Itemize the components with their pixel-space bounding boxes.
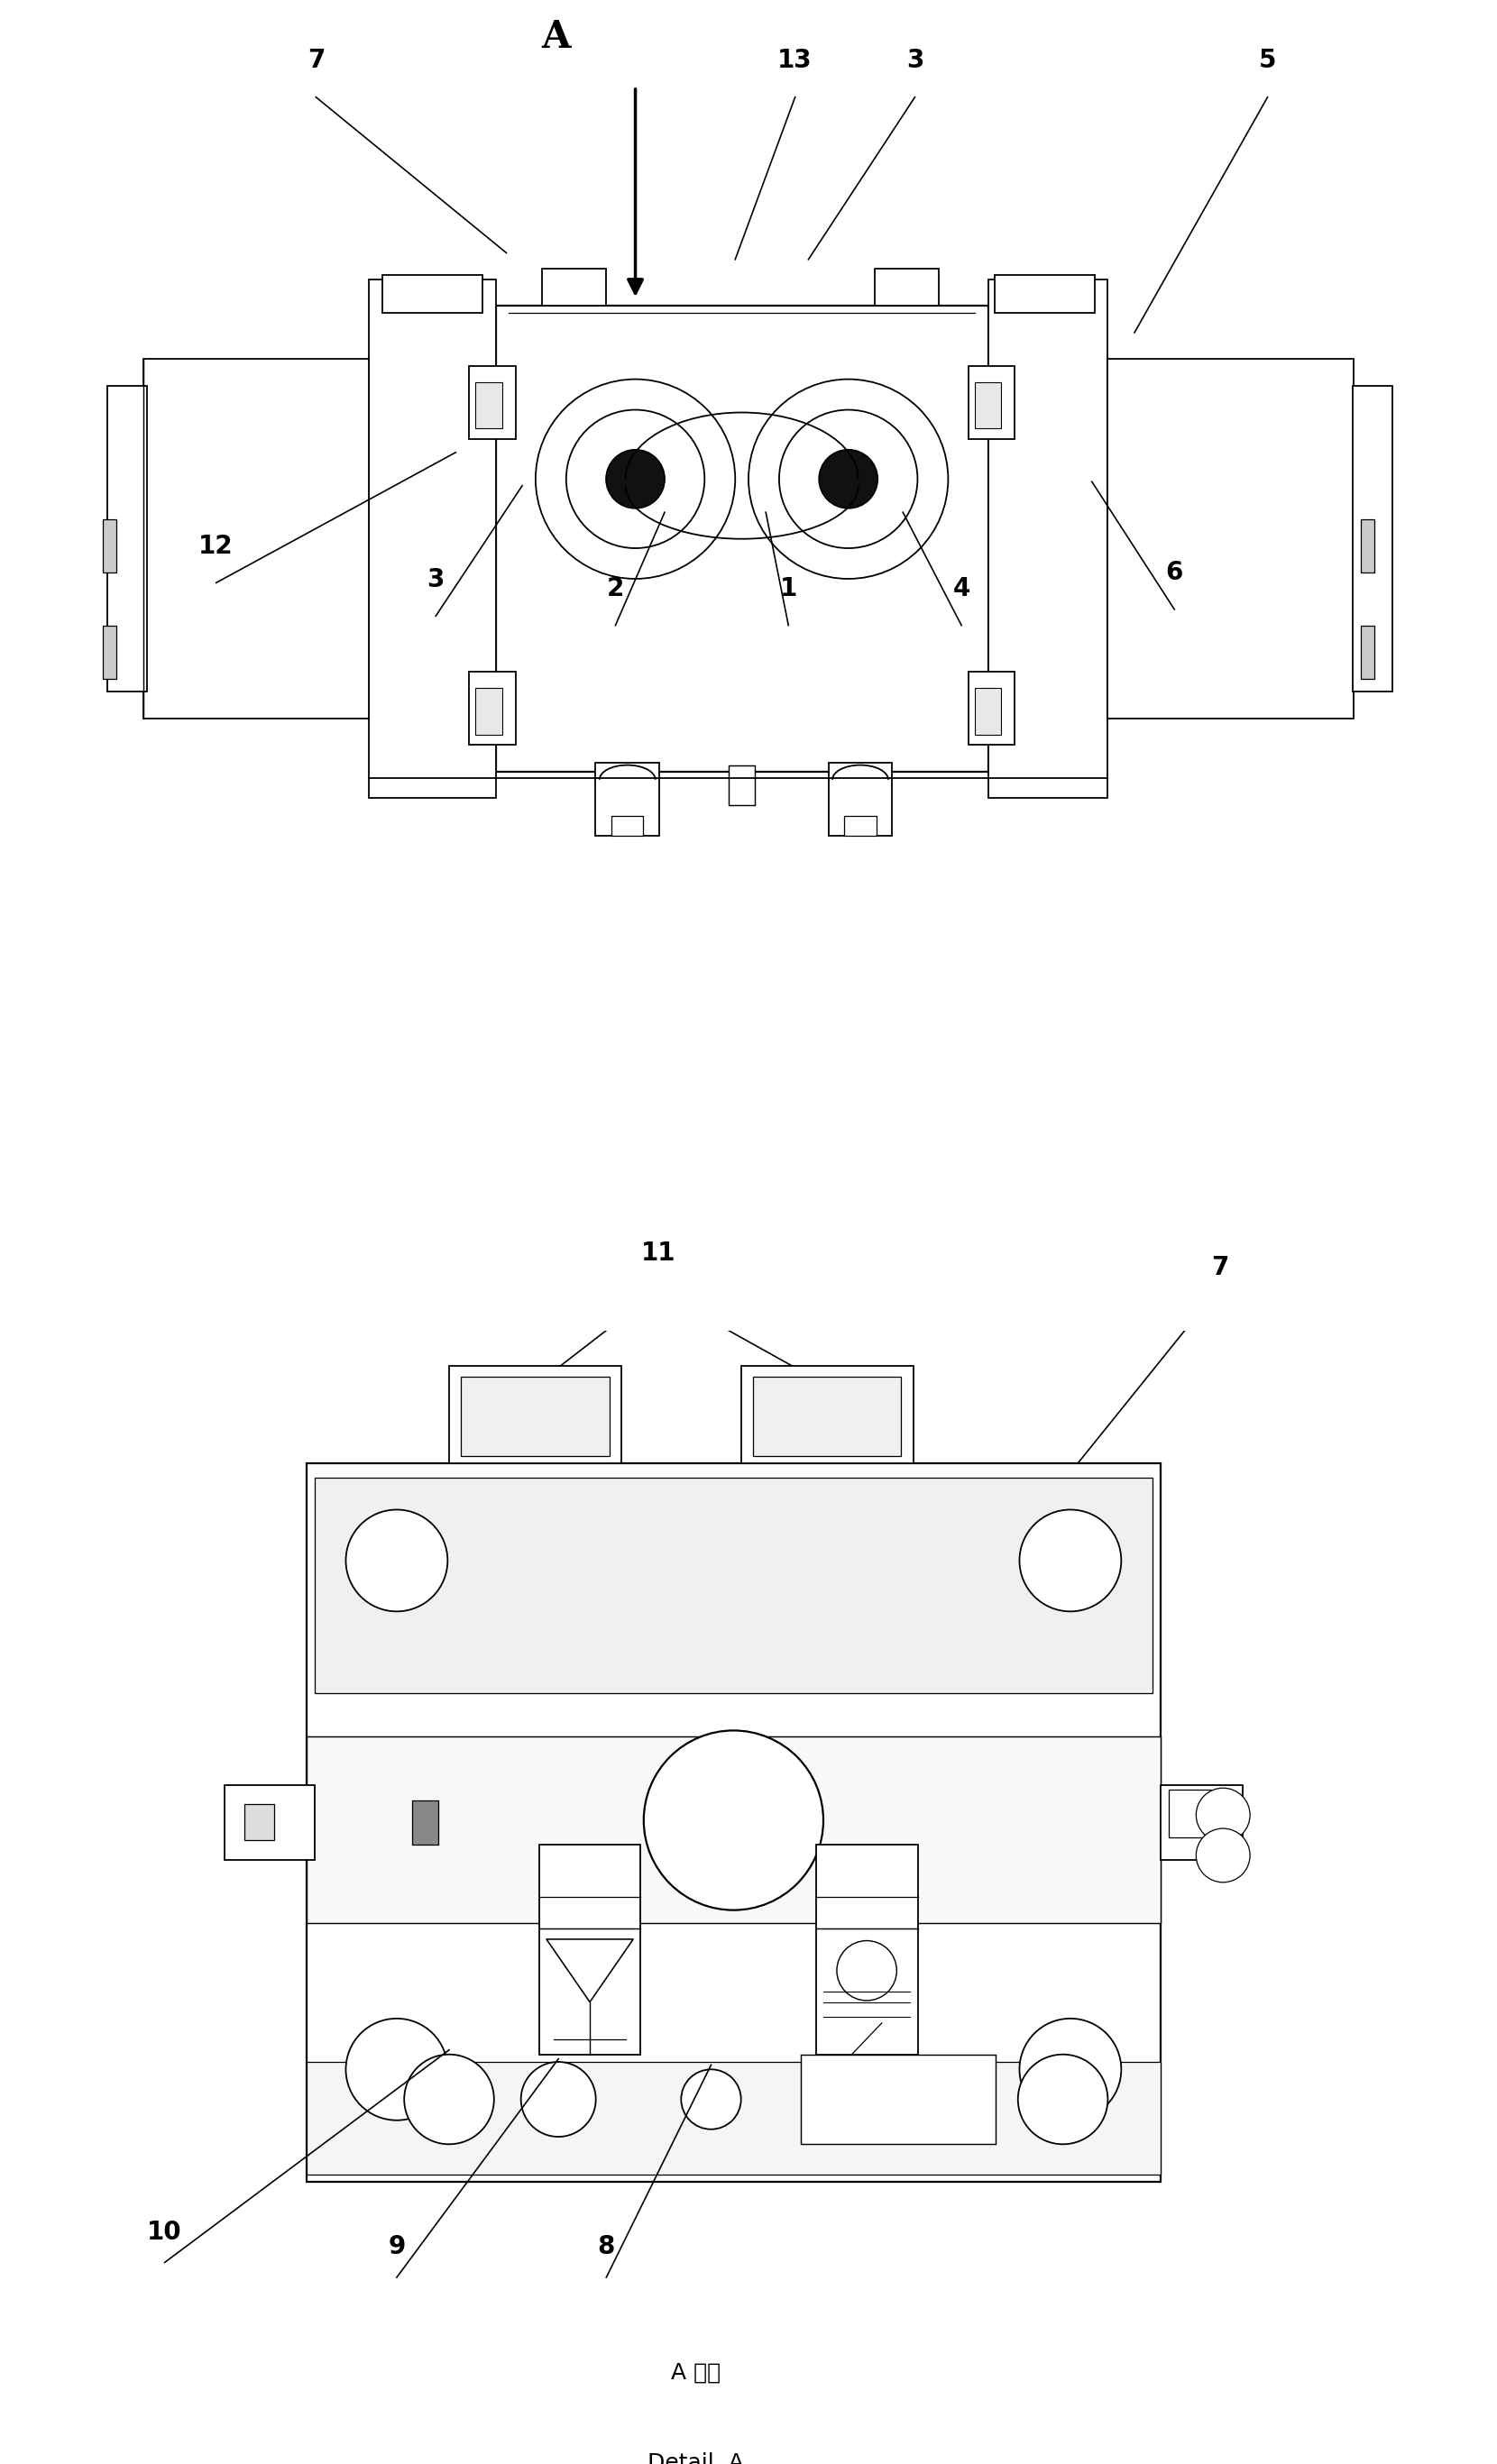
Text: 9: 9 — [388, 2235, 406, 2259]
Circle shape — [837, 1942, 897, 2001]
Bar — [1108, 360, 1355, 719]
Bar — [142, 360, 370, 719]
Bar — [844, 816, 876, 835]
Bar — [975, 687, 1001, 734]
Bar — [307, 2062, 1160, 2173]
Circle shape — [346, 2018, 448, 2122]
Circle shape — [404, 2055, 494, 2144]
Bar — [1160, 1784, 1243, 1860]
Text: 4: 4 — [952, 577, 970, 601]
Text: Detail  A: Detail A — [648, 2452, 744, 2464]
Circle shape — [606, 451, 665, 508]
Bar — [1361, 520, 1374, 572]
Bar — [1361, 626, 1374, 678]
Bar — [539, 1846, 641, 2055]
Text: A 詳細: A 詳細 — [671, 2363, 722, 2383]
Bar — [307, 1737, 1160, 1922]
Text: 12: 12 — [199, 535, 234, 559]
Text: 7: 7 — [307, 47, 325, 74]
Text: 6: 6 — [1166, 559, 1183, 586]
Bar — [741, 1365, 913, 1464]
Bar — [1169, 1789, 1211, 1838]
Bar — [307, 1464, 1160, 2181]
Bar — [828, 761, 892, 835]
Text: 7: 7 — [1211, 1257, 1229, 1281]
Circle shape — [681, 2070, 741, 2129]
Bar — [449, 1365, 621, 1464]
Bar — [225, 1784, 314, 1860]
Bar — [988, 278, 1108, 798]
Bar — [969, 365, 1015, 439]
Bar — [370, 278, 496, 798]
Bar — [596, 761, 659, 835]
Text: 2: 2 — [606, 577, 624, 601]
Circle shape — [1018, 2055, 1108, 2144]
Circle shape — [566, 409, 705, 547]
Circle shape — [1019, 1510, 1121, 1611]
Text: 3: 3 — [427, 567, 445, 591]
Bar — [106, 387, 147, 692]
Bar — [314, 1478, 1153, 1693]
Bar — [412, 1801, 439, 1846]
Text: 1: 1 — [780, 577, 796, 601]
Bar — [542, 269, 606, 306]
Text: 11: 11 — [641, 1239, 677, 1266]
Circle shape — [1196, 1828, 1250, 1882]
Bar — [103, 520, 117, 572]
Bar — [461, 1377, 609, 1456]
Text: 8: 8 — [597, 2235, 615, 2259]
Circle shape — [346, 1510, 448, 1611]
Bar — [975, 382, 1001, 429]
Bar — [244, 1804, 274, 1841]
Bar — [729, 766, 754, 806]
Bar — [476, 382, 503, 429]
Circle shape — [1196, 1789, 1250, 1843]
Bar — [874, 269, 939, 306]
Text: 3: 3 — [906, 47, 924, 74]
Circle shape — [521, 2062, 596, 2136]
Circle shape — [819, 451, 877, 508]
Bar — [103, 626, 117, 678]
Bar — [469, 365, 515, 439]
Circle shape — [536, 379, 735, 579]
Bar — [1353, 387, 1392, 692]
Circle shape — [748, 379, 948, 579]
Bar — [611, 816, 644, 835]
Circle shape — [1019, 2018, 1121, 2122]
Text: 13: 13 — [777, 47, 813, 74]
Text: A: A — [540, 17, 570, 57]
Bar — [801, 2055, 996, 2144]
Text: 5: 5 — [1259, 47, 1277, 74]
Bar — [994, 276, 1094, 313]
Bar — [476, 687, 503, 734]
Circle shape — [644, 1730, 823, 1910]
Bar — [469, 673, 515, 744]
Bar — [816, 1846, 918, 2055]
Text: 10: 10 — [147, 2220, 183, 2245]
Bar — [969, 673, 1015, 744]
Circle shape — [778, 409, 918, 547]
Bar — [383, 276, 482, 313]
Bar — [496, 306, 988, 771]
Bar — [753, 1377, 901, 1456]
